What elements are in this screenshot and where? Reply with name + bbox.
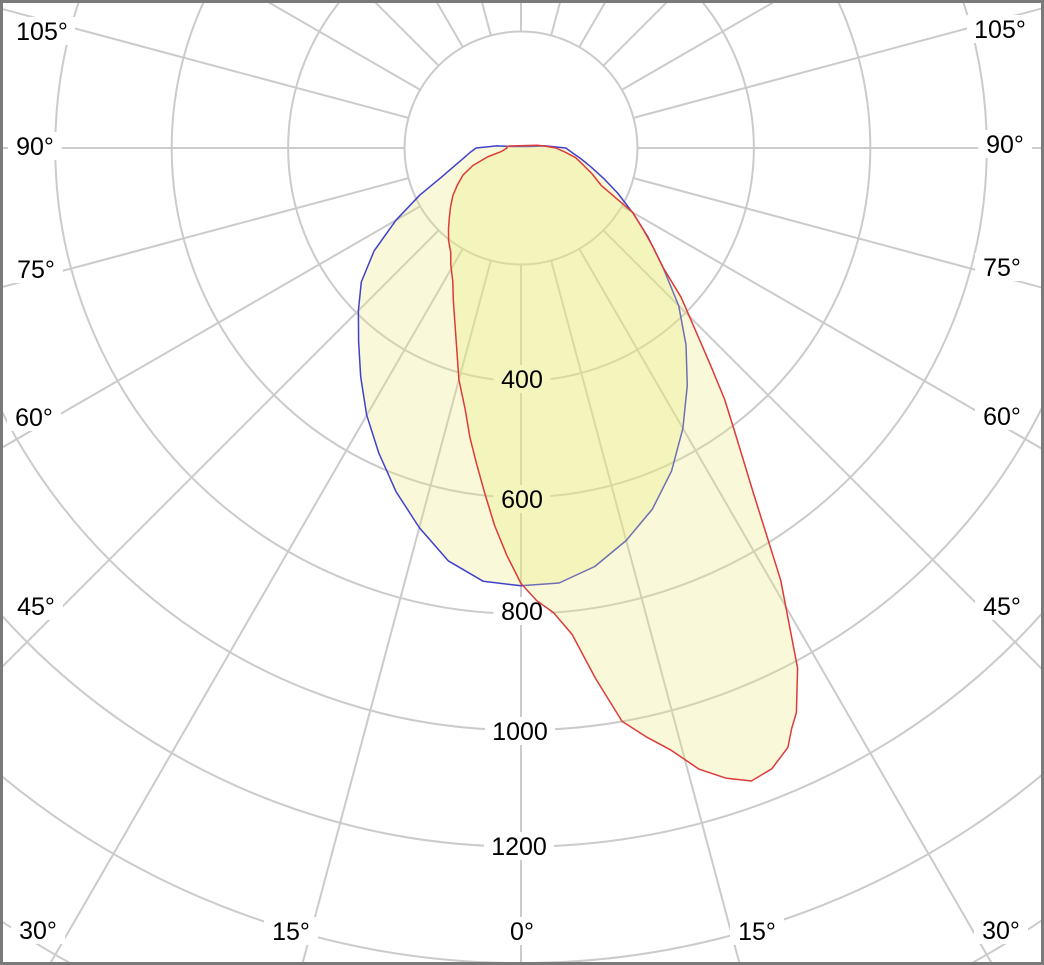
angle-label-9-60°: 60°: [983, 403, 1021, 431]
angle-label-14-15°: 15°: [738, 918, 776, 946]
labels-group: 400 600 800 1000 1200 105° 90° 75° 60° 45° 30° 105°…: [15, 16, 1026, 946]
grid-ray-L60: [0, 205, 421, 450]
grid-ray-R15: [550, 260, 741, 965]
grid-ray-R60: [621, 205, 1044, 452]
grid-ray-R75: [633, 177, 1044, 290]
angle-label-3-60°: 60°: [15, 404, 53, 432]
curve-plane-C90-C270: [447, 144, 799, 782]
angle-label-10-45°: 45°: [983, 593, 1021, 621]
angle-label-11-30°: 30°: [982, 917, 1020, 945]
ring-label-600: 600: [501, 486, 543, 514]
grid-ray-R105: [633, 6, 1044, 119]
angle-label-12-15°: 15°: [272, 918, 310, 946]
grid-ray-R165: [550, 0, 562, 36]
grid-ray-R45: [602, 229, 1044, 673]
ring-label-400: 400: [501, 366, 543, 394]
angle-label-2-75°: 75°: [17, 256, 55, 284]
grid-ray-L45: [0, 229, 440, 671]
angle-label-4-45°: 45°: [17, 593, 55, 621]
grid-ray-R30: [578, 248, 994, 965]
grid-ray-L30: [48, 248, 464, 965]
angle-label-6-105°: 105°: [974, 16, 1026, 44]
grid-ray-L150: [434, 0, 464, 48]
grid-ray-L15: [301, 260, 492, 965]
angle-label-1-90°: 90°: [16, 133, 54, 161]
grid-ray-L165: [480, 0, 492, 36]
ring-label-800: 800: [501, 598, 543, 626]
grid-ray-L105: [0, 7, 409, 119]
angle-label-5-30°: 30°: [19, 917, 57, 945]
angle-label-0-105°: 105°: [16, 18, 68, 46]
angle-label-8-75°: 75°: [983, 254, 1021, 282]
angle-label-13-0°: 0°: [510, 918, 534, 946]
ring-label-1000: 1000: [492, 718, 548, 746]
ring-label-1200: 1200: [491, 833, 547, 861]
angle-label-7-90°: 90°: [986, 131, 1024, 159]
grid-ray-L75: [0, 177, 409, 289]
curve-plane-C0-C180: [357, 145, 689, 587]
